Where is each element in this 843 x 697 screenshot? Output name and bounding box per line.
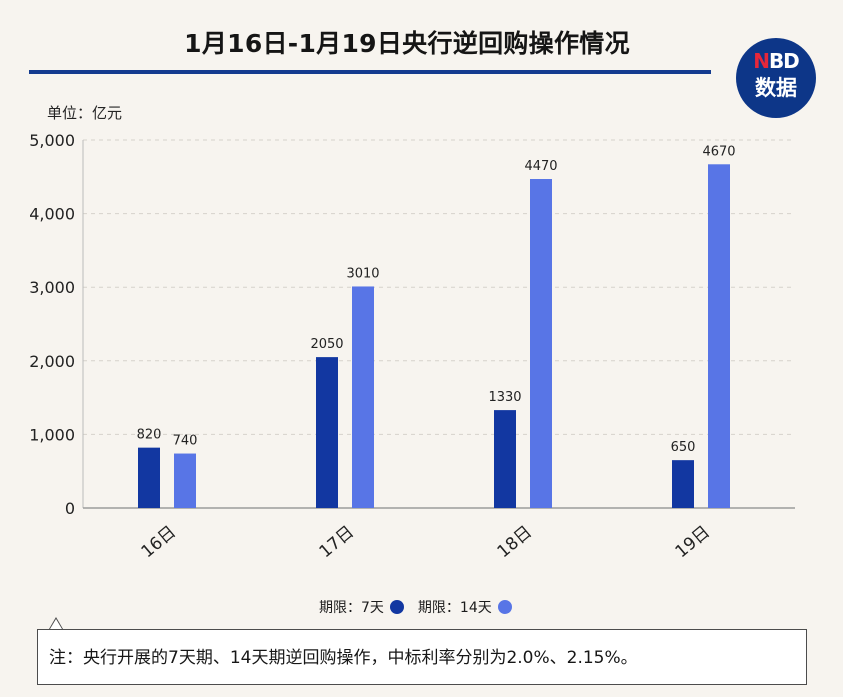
y-tick-label: 0 [65,499,75,518]
bar-value-label: 1330 [488,390,521,405]
bars [138,164,730,508]
bar-7-day [316,357,338,508]
x-tick-label: 16日 [138,522,180,562]
bar-value-label: 740 [173,434,198,449]
x-tick-label: 17日 [316,522,358,562]
bar-7-day [672,460,694,508]
bar-7-day [138,447,160,508]
legend: 期限：7天 期限：14天 [319,597,512,617]
x-tick-label: 19日 [672,522,714,562]
grid-lines [83,139,795,435]
bar-7-day [494,410,516,508]
logo-bd: BD [768,49,800,73]
note-pointer-fill [50,619,62,629]
y-tick-label: 5,000 [29,131,75,150]
legend-label-7-day: 期限：7天 [319,600,384,616]
logo-data-text: 数据 [755,76,797,100]
page-title: 1月16日-1月19日央行逆回购操作情况 [184,29,630,58]
bar-value-label: 2050 [310,337,343,352]
legend-dot-7-day-icon [389,600,404,614]
logo-brand-text: NBD [736,50,816,72]
bar-value-label: 650 [671,440,696,455]
legend-item-7-day: 期限：7天 [319,597,404,617]
legend-label-14-day: 期限：14天 [417,600,492,616]
y-tick-label: 3,000 [29,278,75,297]
legend-dot-14-day-icon [497,600,512,614]
logo-n: N [753,49,770,73]
bar-14-day [174,453,196,508]
y-tick-label: 1,000 [29,425,75,444]
footnote-box: 注：央行开展的7天期、14天期逆回购操作，中标利率分别为2.0%、2.15%。 [37,629,807,685]
bar-value-label: 4470 [524,159,557,174]
bar-14-day [530,179,552,508]
bar-value-label: 820 [137,428,162,443]
legend-item-14-day: 期限：14天 [418,597,512,617]
unit-label: 单位：亿元 [47,104,123,122]
y-tick-label: 4,000 [29,205,75,224]
title-underline [29,70,711,74]
nbd-data-logo: NBD 数据 [736,38,816,118]
x-tick-label: 18日 [494,522,536,562]
bar-value-label: 4670 [702,144,735,159]
bar-14-day [708,164,730,508]
y-tick-label: 2,000 [29,352,75,371]
bar-14-day [352,286,374,508]
bar-value-label: 3010 [346,266,379,281]
data-labels: 820 740 2050 3010 1330 4470 650 4670 [137,144,736,455]
